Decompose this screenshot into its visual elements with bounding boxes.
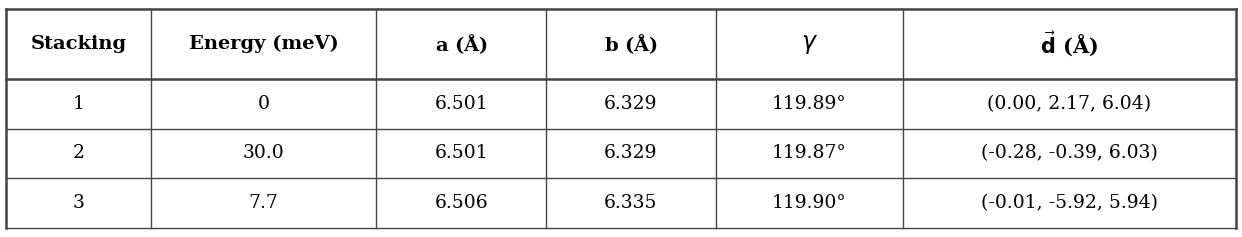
Text: 7.7: 7.7 (248, 194, 278, 212)
Text: $\mathit{\gamma}$: $\mathit{\gamma}$ (801, 32, 817, 56)
Text: 6.506: 6.506 (435, 194, 488, 212)
Text: 119.90°: 119.90° (771, 194, 847, 212)
Text: 30.0: 30.0 (243, 144, 284, 162)
Text: Stacking: Stacking (31, 35, 127, 53)
Text: $\vec{\mathbf{d}}$ ($\mathregular{\AA}$): $\vec{\mathbf{d}}$ ($\mathregular{\AA}$) (1040, 30, 1098, 59)
Text: 3: 3 (73, 194, 84, 212)
Text: b ($\mathregular{\AA}$): b ($\mathregular{\AA}$) (604, 32, 658, 56)
Text: 6.501: 6.501 (435, 144, 488, 162)
Text: 6.329: 6.329 (604, 95, 657, 113)
Text: (-0.28, -0.39, 6.03): (-0.28, -0.39, 6.03) (981, 144, 1158, 162)
Text: 119.89°: 119.89° (771, 95, 847, 113)
Text: 119.87°: 119.87° (771, 144, 847, 162)
Text: 6.329: 6.329 (604, 144, 657, 162)
Text: 6.501: 6.501 (435, 95, 488, 113)
Text: 0: 0 (258, 95, 270, 113)
Text: 1: 1 (73, 95, 84, 113)
Text: a ($\mathregular{\AA}$): a ($\mathregular{\AA}$) (435, 32, 488, 56)
Text: (0.00, 2.17, 6.04): (0.00, 2.17, 6.04) (987, 95, 1151, 113)
Text: 6.335: 6.335 (604, 194, 657, 212)
Text: Energy (meV): Energy (meV) (189, 35, 339, 54)
Text: (-0.01, -5.92, 5.94): (-0.01, -5.92, 5.94) (981, 194, 1158, 212)
Text: 2: 2 (73, 144, 84, 162)
